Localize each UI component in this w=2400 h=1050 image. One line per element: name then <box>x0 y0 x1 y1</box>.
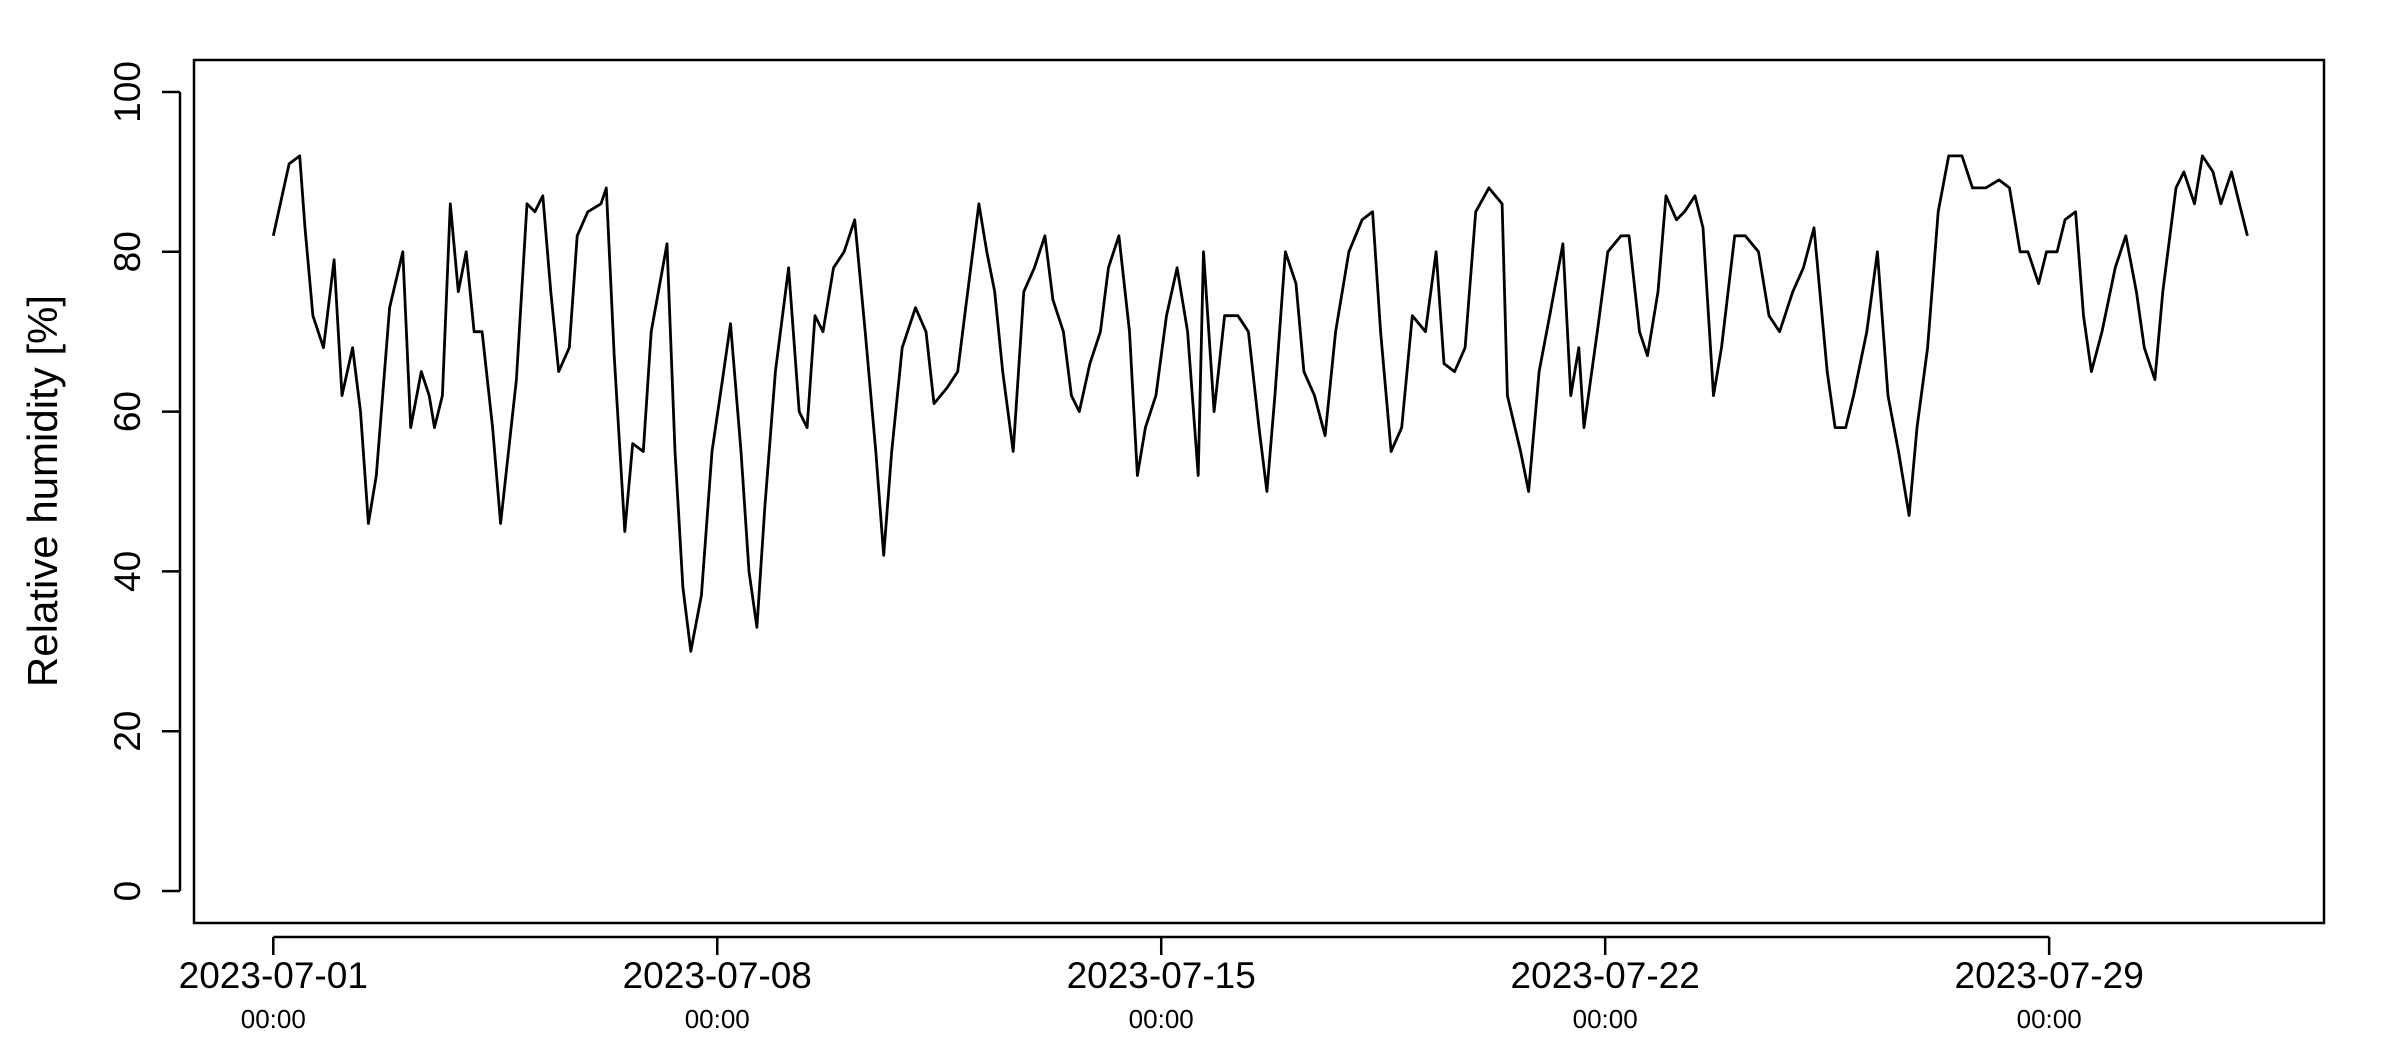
x-tick-label: 2023-07-22 <box>1511 955 1700 996</box>
y-axis-label: Relative humidity [%] <box>19 295 66 687</box>
y-tick-label: 100 <box>107 61 148 123</box>
data-line <box>271 154 2249 653</box>
x-tick-time: 00:00 <box>1129 1004 1194 1034</box>
x-tick-label: 2023-07-08 <box>623 955 812 996</box>
y-tick-label: 80 <box>107 231 148 272</box>
y-tick-label: 40 <box>107 551 148 592</box>
x-tick-time: 00:00 <box>685 1004 750 1034</box>
y-tick-label: 0 <box>107 881 148 902</box>
y-tick-label: 60 <box>107 391 148 432</box>
x-tick-time: 00:00 <box>1573 1004 1638 1034</box>
x-tick-label: 2023-07-01 <box>179 955 368 996</box>
x-tick-time: 00:00 <box>241 1004 306 1034</box>
x-tick-label: 2023-07-29 <box>1955 955 2144 996</box>
x-tick-time: 00:00 <box>2017 1004 2082 1034</box>
plot-frame <box>192 58 2326 925</box>
x-tick-label: 2023-07-15 <box>1067 955 1256 996</box>
y-tick-label: 20 <box>107 711 148 752</box>
